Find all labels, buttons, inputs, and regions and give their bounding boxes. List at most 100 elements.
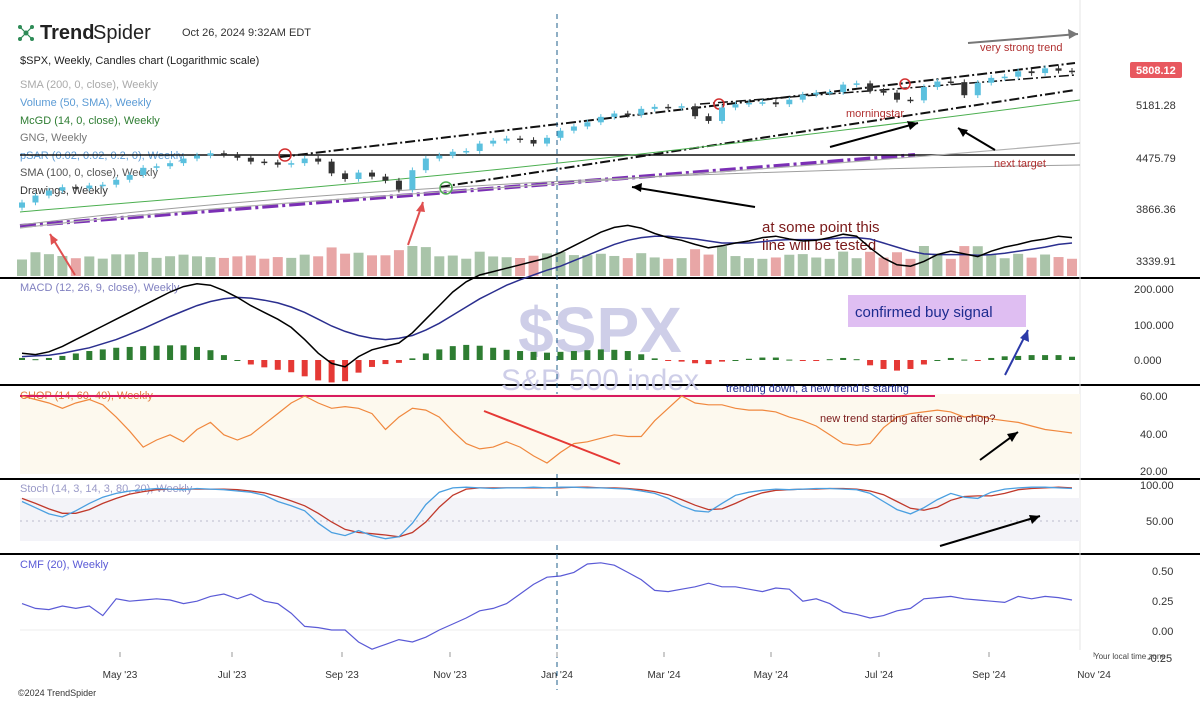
volume-bar bbox=[218, 257, 229, 276]
candle bbox=[611, 113, 618, 117]
x-tick-label: Jul '23 bbox=[218, 670, 247, 681]
cmf-line bbox=[21, 562, 1073, 650]
stoch-title: Stoch (14, 3, 14, 3, 80, 20), Weekly bbox=[20, 483, 193, 495]
volume-bar bbox=[192, 256, 202, 276]
volume-bar bbox=[84, 256, 95, 276]
volume-bar bbox=[165, 256, 176, 276]
macd-series bbox=[19, 224, 1075, 383]
volume-bar bbox=[447, 255, 458, 276]
volume-bar bbox=[582, 255, 593, 276]
indicator-mcgd[interactable]: McGD (14, 0, close), Weekly bbox=[20, 115, 160, 127]
macd-histogram-bar bbox=[32, 359, 39, 361]
macd-histogram-bar bbox=[207, 350, 214, 360]
x-tick-label: Nov '23 bbox=[433, 670, 467, 681]
chop-series bbox=[21, 395, 1073, 464]
macd-histogram-bar bbox=[813, 360, 820, 361]
volume-bar bbox=[245, 255, 256, 276]
candle bbox=[907, 99, 914, 102]
volume-bar bbox=[838, 251, 849, 276]
volume-bar bbox=[730, 256, 741, 276]
candle bbox=[705, 116, 712, 121]
candle bbox=[880, 90, 887, 93]
macd-histogram-bar bbox=[894, 360, 900, 371]
chop-line bbox=[21, 395, 1073, 464]
macd-histogram-bar bbox=[315, 360, 322, 381]
volume-bar bbox=[1013, 253, 1024, 276]
indicator-sma200[interactable]: SMA (200, 0, close), Weekly bbox=[20, 79, 158, 91]
candle bbox=[719, 107, 725, 121]
volume-bar bbox=[407, 246, 418, 276]
indicator-gng[interactable]: GNG, Weekly bbox=[20, 132, 88, 144]
macd-histogram-bar bbox=[180, 345, 187, 360]
morningstar-label: morningstar bbox=[846, 108, 904, 120]
candle bbox=[988, 77, 995, 83]
candle bbox=[1015, 71, 1022, 77]
x-tick-label: Jul '24 bbox=[865, 670, 894, 681]
macd-histogram-bar bbox=[449, 346, 456, 360]
volume-bar bbox=[299, 254, 310, 276]
macd-histogram-bar bbox=[719, 360, 725, 362]
volume-bar bbox=[1053, 257, 1064, 276]
x-tick-label: Nov '24 bbox=[1077, 670, 1111, 681]
volume-bar bbox=[824, 258, 835, 276]
volume-bar bbox=[124, 254, 135, 276]
volume-bar bbox=[959, 246, 970, 276]
volume-bar bbox=[70, 258, 81, 276]
timezone-label[interactable]: Your local time zone bbox=[1094, 652, 1166, 661]
indicator-volume[interactable]: Volume (50, SMA), Weekly bbox=[20, 97, 152, 109]
volume-bar bbox=[57, 255, 68, 276]
watermark-name: S&P 500 index bbox=[501, 364, 699, 397]
candle bbox=[328, 161, 335, 174]
macd-histogram-bar bbox=[476, 345, 483, 360]
volume-bar bbox=[743, 258, 754, 276]
candle bbox=[19, 202, 25, 208]
volume-bar bbox=[1026, 257, 1037, 276]
macd-histogram-bar bbox=[436, 349, 443, 360]
macd-tick-0: 0.000 bbox=[1134, 355, 1162, 367]
candle bbox=[1055, 68, 1062, 71]
macd-histogram-bar bbox=[1055, 355, 1062, 360]
macd-histogram-bar bbox=[503, 349, 510, 360]
x-axis: May '23 Jul '23 Sep '23 Nov '23 Jan '24 Mar '… bbox=[103, 652, 1111, 681]
brand-name-light: Spider bbox=[93, 22, 151, 44]
volume-bar bbox=[636, 253, 647, 276]
macd-histogram-bar bbox=[678, 360, 685, 362]
macd-histogram-bar bbox=[234, 360, 241, 361]
indicator-sma100[interactable]: SMA (100, 0, close), Weekly bbox=[20, 167, 158, 179]
macd-histogram-bar bbox=[113, 347, 120, 360]
macd-histogram-bar bbox=[1042, 355, 1049, 360]
stoch-band bbox=[20, 498, 1080, 541]
macd-histogram-bar bbox=[705, 360, 712, 365]
macd-histogram-bar bbox=[409, 358, 416, 360]
candle bbox=[867, 83, 874, 91]
candle bbox=[476, 143, 483, 151]
candle bbox=[651, 106, 658, 109]
macd-histogram-bar bbox=[1069, 356, 1075, 360]
candle bbox=[86, 185, 93, 189]
candle bbox=[745, 102, 752, 105]
macd-histogram-bar bbox=[799, 360, 806, 361]
x-tick-label: Sep '24 bbox=[972, 670, 1006, 681]
indicator-drawings[interactable]: Drawings, Weekly bbox=[20, 185, 108, 197]
candle bbox=[288, 163, 295, 165]
macd-histogram-bar bbox=[1001, 356, 1008, 360]
macd-histogram-bar bbox=[1028, 355, 1035, 360]
candle bbox=[557, 130, 564, 138]
candle bbox=[422, 158, 429, 171]
x-tick-label: Mar '24 bbox=[647, 670, 680, 681]
lower-channel-line bbox=[439, 89, 1076, 188]
candle bbox=[638, 108, 645, 115]
indicator-psar[interactable]: pSAR (0.02, 0.02, 0.2, 0), Weekly bbox=[20, 150, 184, 162]
volume-bar bbox=[528, 255, 539, 276]
volume-bar bbox=[259, 258, 270, 276]
trending-down-label: trending down, a new trend is starting bbox=[726, 383, 909, 395]
candle bbox=[72, 187, 79, 189]
price-annotations: very strong trend morningstar next targe… bbox=[49, 29, 1079, 276]
candle bbox=[342, 173, 349, 179]
candle bbox=[126, 174, 133, 180]
macd-histogram-bar bbox=[584, 350, 591, 360]
candle bbox=[1028, 71, 1035, 74]
macd-histogram-bar bbox=[463, 344, 470, 360]
chop-tick-20: 20.00 bbox=[1140, 466, 1168, 478]
macd-histogram-bar bbox=[288, 360, 295, 373]
